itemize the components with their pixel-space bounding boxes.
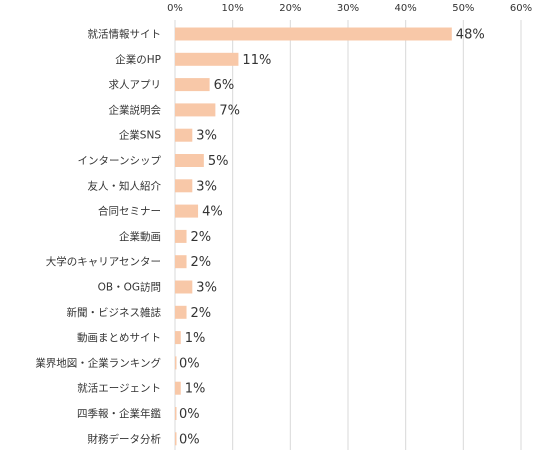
bar [175,305,187,319]
data-label: 2% [191,230,212,245]
bar [175,103,216,117]
bar [175,255,187,269]
category-label: 企業動画 [119,230,161,243]
x-tick-label: 40% [395,3,417,14]
x-tick-label: 0% [167,3,183,14]
data-label: 5% [208,154,229,169]
x-tick-label: 60% [510,3,532,14]
category-label: 新聞・ビジネス雑誌 [67,306,162,319]
bar [175,204,199,218]
data-label: 0% [179,356,200,371]
bar [175,331,181,345]
bar [175,280,193,294]
category-label: 就活エージェント [77,382,161,395]
data-label: 0% [179,407,200,422]
data-label: 6% [214,78,235,93]
bar [175,432,177,446]
bar [175,52,239,66]
bar [175,154,204,167]
data-label: 1% [185,382,206,397]
x-tick-label: 10% [222,3,244,14]
bar [175,356,177,370]
x-tick-label: 30% [337,3,359,14]
bar [175,27,452,41]
data-labels: 48%11%6%7%3%5%3%4%2%2%3%2%1%0%1%0%0% [179,28,485,448]
x-tick-label: 50% [452,3,474,14]
category-label: 業界地図・企業ランキング [35,356,161,369]
category-label: 友人・知人紹介 [88,179,162,192]
x-axis-ticks: 0% 10% 20% 30% 40% 50% 60% [167,3,532,14]
data-label: 2% [191,306,212,321]
category-label: 就活情報サイト [88,28,162,41]
data-label: 4% [202,205,223,220]
category-label: 合同セミナー [98,205,161,218]
data-label: 11% [242,53,271,68]
category-label: 求人アプリ [109,79,162,91]
category-label: 企業説明会 [109,103,162,116]
data-label: 3% [196,179,217,194]
data-label: 2% [191,255,212,270]
category-label: OB・OG訪問 [98,281,161,294]
bar [175,407,177,420]
bar [175,179,193,193]
category-label: 企業のHP [115,53,161,66]
category-label: 企業SNS [119,129,162,142]
bar [175,229,187,243]
gridlines [174,20,522,450]
bars [175,27,452,446]
data-label: 0% [179,432,200,447]
bar [175,78,210,92]
data-label: 1% [185,331,206,346]
category-label: 四季報・企業年鑑 [77,407,161,420]
data-label: 7% [219,103,240,118]
category-label: 大学のキャリアセンター [46,255,161,268]
x-tick-label: 20% [279,3,301,14]
category-label: インターンシップ [78,155,162,167]
data-label: 3% [196,129,217,144]
data-label: 48% [456,28,485,43]
category-label: 動画まとめサイト [77,331,161,344]
category-label: 財務データ分析 [88,432,162,445]
bar [175,128,193,142]
data-label: 3% [196,281,217,296]
bar [175,381,181,395]
